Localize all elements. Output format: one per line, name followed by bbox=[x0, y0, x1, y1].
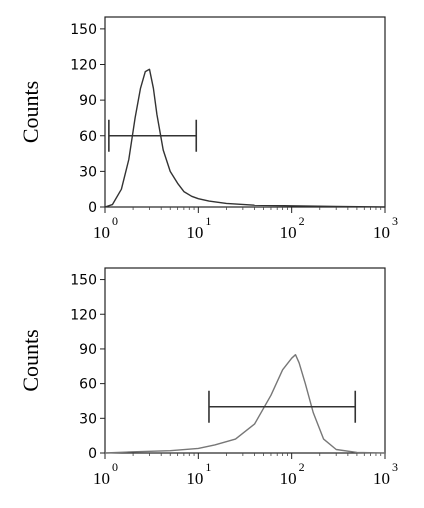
x-tick-exponent: 1 bbox=[205, 460, 211, 474]
x-tick-exponent: 1 bbox=[205, 214, 211, 228]
x-tick-label: 103 bbox=[373, 460, 398, 488]
y-tick-label: 0 bbox=[88, 200, 97, 216]
plot-frame bbox=[104, 16, 386, 208]
x-tick-base: 10 bbox=[373, 223, 390, 242]
x-tick-base: 10 bbox=[186, 469, 203, 488]
y-tick-label: 30 bbox=[79, 411, 97, 427]
histogram-curve bbox=[104, 354, 386, 454]
x-tick-exponent: 2 bbox=[299, 214, 305, 228]
x-tick-label: 102 bbox=[280, 460, 305, 488]
x-tick-label: 102 bbox=[280, 214, 305, 242]
y-tick-label: 120 bbox=[70, 58, 97, 74]
x-tick-label: 100 bbox=[93, 214, 118, 242]
x-tick-exponent: 2 bbox=[299, 460, 305, 474]
x-tick-base: 10 bbox=[93, 469, 110, 488]
x-tick-exponent: 3 bbox=[392, 214, 398, 228]
y-tick-label: 120 bbox=[70, 307, 97, 323]
x-tick-exponent: 0 bbox=[112, 214, 118, 228]
histogram-curve bbox=[104, 68, 386, 208]
plot-frame bbox=[104, 267, 386, 454]
x-tick-label: 100 bbox=[93, 460, 118, 488]
y-axis-label: Counts bbox=[18, 81, 43, 143]
x-tick-base: 10 bbox=[186, 223, 203, 242]
x-tick-exponent: 0 bbox=[112, 460, 118, 474]
x-tick-base: 10 bbox=[373, 469, 390, 488]
y-tick-label: 60 bbox=[79, 377, 97, 393]
y-axis-label: Counts bbox=[18, 329, 43, 391]
x-tick-label: 103 bbox=[373, 214, 398, 242]
x-tick-label: 101 bbox=[186, 460, 211, 488]
y-tick-label: 0 bbox=[88, 446, 97, 462]
y-tick-label: 60 bbox=[79, 129, 97, 145]
x-tick-base: 10 bbox=[93, 223, 110, 242]
x-tick-base: 10 bbox=[280, 223, 297, 242]
y-tick-label: 30 bbox=[79, 164, 97, 180]
x-tick-exponent: 3 bbox=[392, 460, 398, 474]
y-tick-label: 90 bbox=[79, 93, 97, 109]
y-tick-label: 90 bbox=[79, 342, 97, 358]
gate-marker bbox=[108, 119, 198, 152]
gate-marker bbox=[208, 390, 357, 423]
x-tick-label: 101 bbox=[186, 214, 211, 242]
y-tick-label: 150 bbox=[70, 22, 97, 38]
y-tick-label: 150 bbox=[70, 273, 97, 289]
x-tick-base: 10 bbox=[280, 469, 297, 488]
